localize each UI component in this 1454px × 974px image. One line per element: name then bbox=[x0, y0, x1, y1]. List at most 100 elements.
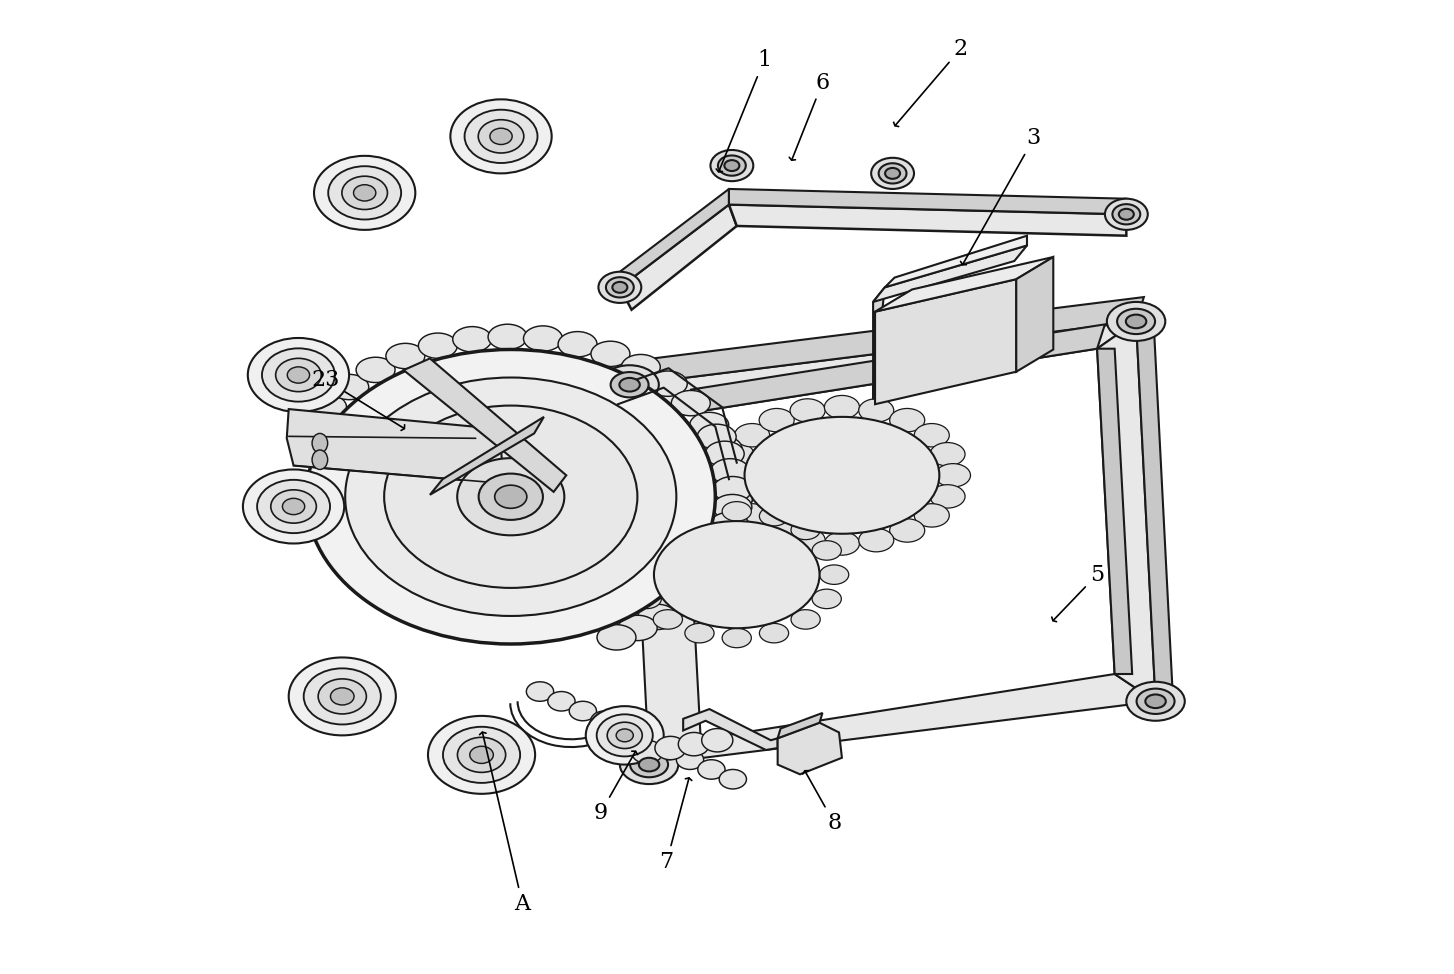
Ellipse shape bbox=[698, 425, 736, 450]
Ellipse shape bbox=[313, 450, 327, 469]
Text: 9: 9 bbox=[593, 751, 637, 824]
Polygon shape bbox=[778, 713, 823, 738]
Ellipse shape bbox=[824, 395, 859, 419]
Ellipse shape bbox=[676, 750, 704, 769]
Ellipse shape bbox=[931, 442, 965, 466]
Ellipse shape bbox=[890, 408, 925, 431]
Ellipse shape bbox=[885, 168, 900, 179]
Ellipse shape bbox=[711, 150, 753, 181]
Ellipse shape bbox=[653, 610, 682, 629]
Polygon shape bbox=[1098, 349, 1133, 674]
Ellipse shape bbox=[329, 167, 401, 219]
Ellipse shape bbox=[596, 714, 653, 757]
Ellipse shape bbox=[654, 736, 686, 760]
Ellipse shape bbox=[915, 504, 949, 527]
Polygon shape bbox=[430, 417, 544, 495]
Polygon shape bbox=[619, 189, 728, 287]
Ellipse shape bbox=[723, 628, 752, 648]
Ellipse shape bbox=[452, 326, 491, 352]
Ellipse shape bbox=[247, 338, 349, 412]
Ellipse shape bbox=[724, 160, 740, 171]
Polygon shape bbox=[619, 205, 737, 310]
Ellipse shape bbox=[648, 371, 688, 396]
Ellipse shape bbox=[276, 358, 321, 392]
Ellipse shape bbox=[711, 459, 749, 484]
Ellipse shape bbox=[632, 541, 662, 560]
Ellipse shape bbox=[679, 732, 710, 756]
Polygon shape bbox=[1136, 321, 1173, 701]
Ellipse shape bbox=[1127, 682, 1185, 721]
Ellipse shape bbox=[465, 110, 538, 163]
Ellipse shape bbox=[638, 604, 676, 629]
Ellipse shape bbox=[878, 164, 906, 183]
Ellipse shape bbox=[427, 716, 535, 794]
Ellipse shape bbox=[718, 156, 746, 175]
Ellipse shape bbox=[330, 374, 369, 399]
Polygon shape bbox=[1016, 257, 1053, 372]
Polygon shape bbox=[286, 409, 503, 482]
Ellipse shape bbox=[1117, 309, 1154, 334]
Ellipse shape bbox=[490, 129, 512, 144]
Ellipse shape bbox=[698, 760, 726, 779]
Polygon shape bbox=[872, 245, 1027, 302]
Polygon shape bbox=[683, 324, 1105, 414]
Text: A: A bbox=[480, 732, 531, 915]
Polygon shape bbox=[728, 189, 1127, 214]
Ellipse shape bbox=[621, 355, 660, 380]
Ellipse shape bbox=[712, 495, 752, 520]
Ellipse shape bbox=[307, 350, 715, 644]
Ellipse shape bbox=[714, 486, 752, 511]
Ellipse shape bbox=[590, 711, 618, 730]
Ellipse shape bbox=[634, 730, 660, 750]
Ellipse shape bbox=[791, 520, 820, 540]
Ellipse shape bbox=[710, 512, 749, 538]
Ellipse shape bbox=[820, 565, 849, 584]
Ellipse shape bbox=[243, 469, 345, 543]
Polygon shape bbox=[630, 321, 1136, 414]
Ellipse shape bbox=[601, 365, 659, 404]
Ellipse shape bbox=[824, 532, 859, 555]
Ellipse shape bbox=[723, 502, 752, 521]
Ellipse shape bbox=[478, 120, 523, 153]
Text: 6: 6 bbox=[790, 72, 830, 160]
Ellipse shape bbox=[419, 333, 458, 358]
Ellipse shape bbox=[915, 424, 949, 447]
Ellipse shape bbox=[257, 480, 330, 533]
Ellipse shape bbox=[262, 349, 334, 401]
Text: 8: 8 bbox=[803, 770, 842, 834]
Ellipse shape bbox=[1105, 199, 1147, 230]
Ellipse shape bbox=[1137, 689, 1175, 714]
Ellipse shape bbox=[342, 176, 387, 209]
Ellipse shape bbox=[695, 546, 734, 572]
Ellipse shape bbox=[1125, 315, 1146, 328]
Ellipse shape bbox=[470, 746, 493, 764]
Ellipse shape bbox=[590, 341, 630, 366]
Ellipse shape bbox=[685, 623, 714, 643]
Polygon shape bbox=[404, 358, 566, 492]
Ellipse shape bbox=[458, 737, 506, 772]
Ellipse shape bbox=[314, 156, 416, 230]
Ellipse shape bbox=[385, 344, 425, 369]
Ellipse shape bbox=[653, 520, 682, 540]
Polygon shape bbox=[728, 205, 1127, 236]
Polygon shape bbox=[630, 297, 1144, 385]
Ellipse shape bbox=[685, 506, 714, 526]
Ellipse shape bbox=[494, 485, 526, 508]
Ellipse shape bbox=[890, 519, 925, 543]
Ellipse shape bbox=[672, 578, 710, 603]
Ellipse shape bbox=[871, 158, 915, 189]
Ellipse shape bbox=[384, 405, 637, 588]
Ellipse shape bbox=[718, 485, 753, 508]
Ellipse shape bbox=[813, 589, 842, 609]
Ellipse shape bbox=[711, 461, 750, 486]
Ellipse shape bbox=[619, 745, 679, 784]
Ellipse shape bbox=[443, 727, 521, 783]
Ellipse shape bbox=[569, 701, 596, 721]
Ellipse shape bbox=[489, 324, 526, 350]
Polygon shape bbox=[683, 709, 778, 750]
Ellipse shape bbox=[859, 529, 894, 552]
Ellipse shape bbox=[714, 464, 749, 487]
Ellipse shape bbox=[813, 541, 842, 560]
Polygon shape bbox=[648, 674, 1156, 765]
Ellipse shape bbox=[931, 485, 965, 508]
